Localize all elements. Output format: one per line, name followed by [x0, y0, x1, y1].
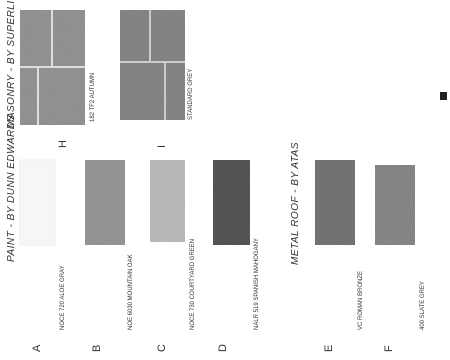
sample-label: 182 TF2 AUTUMN — [90, 73, 96, 122]
paint-swatch — [150, 160, 185, 242]
sample-label: STANDARD GREY — [188, 69, 194, 120]
sample-label: NOE 6030 MOUNTAIN OAK — [128, 254, 134, 330]
paint-swatch — [85, 160, 125, 245]
sample-label: 400 SLATE GREY — [420, 281, 426, 330]
paint-swatch — [213, 160, 250, 245]
sample-letter: D — [217, 344, 229, 352]
sample-label: VC ROMAN BRONZE — [358, 271, 364, 330]
sample-letter: H — [57, 140, 69, 148]
sample-letter: C — [156, 344, 168, 352]
section-title: MASONRY - BY SUPERLITE — [6, 0, 17, 128]
paint-swatch — [20, 160, 55, 245]
roof-swatch — [375, 165, 415, 245]
sample-label: NOCE 730 COURTYARD GREEN — [190, 239, 196, 330]
section-title: PAINT - BY DUNN EDWARDS — [6, 114, 17, 262]
sample-letter: B — [91, 345, 103, 352]
masonry-swatch — [20, 10, 85, 125]
sample-letter: F — [383, 345, 395, 352]
roof-swatch — [315, 160, 355, 245]
material-board: MASONRY - BY SUPERLITE PAINT - BY DUNN E… — [0, 0, 450, 360]
marker — [440, 92, 447, 100]
sample-letter: A — [31, 344, 43, 352]
section-title: METAL ROOF - BY ATAS — [290, 142, 301, 265]
sample-label: NOCE 720 ALOE GRAY — [60, 265, 66, 330]
sample-letter: I — [156, 145, 168, 148]
sample-label: NALR 519 SPANISH MAHOGANY — [254, 238, 260, 330]
sample-letter: E — [323, 345, 335, 352]
masonry-swatch — [120, 10, 185, 120]
